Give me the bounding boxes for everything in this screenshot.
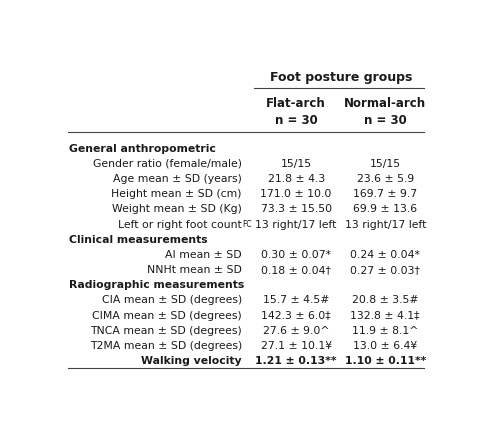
- Text: 1.10 ± 0.11**: 1.10 ± 0.11**: [345, 356, 426, 366]
- Text: 20.8 ± 3.5#: 20.8 ± 3.5#: [352, 296, 419, 306]
- Text: Walking velocity: Walking velocity: [141, 356, 242, 366]
- Text: T2MA mean ± SD (degrees): T2MA mean ± SD (degrees): [89, 341, 242, 351]
- Text: Normal-arch: Normal-arch: [344, 97, 426, 110]
- Text: 171.0 ± 10.0: 171.0 ± 10.0: [261, 189, 332, 199]
- Text: TNCA mean ± SD (degrees): TNCA mean ± SD (degrees): [90, 326, 242, 336]
- Text: 0.30 ± 0.07*: 0.30 ± 0.07*: [261, 250, 331, 260]
- Text: FC: FC: [243, 220, 252, 229]
- Text: 73.3 ± 15.50: 73.3 ± 15.50: [261, 204, 332, 214]
- Text: 15/15: 15/15: [281, 159, 312, 169]
- Text: Radiographic measurements: Radiographic measurements: [69, 280, 244, 290]
- Text: 27.1 ± 10.1¥: 27.1 ± 10.1¥: [261, 341, 332, 351]
- Text: 21.8 ± 4.3: 21.8 ± 4.3: [268, 174, 325, 184]
- Text: NNHt mean ± SD: NNHt mean ± SD: [147, 265, 242, 275]
- Text: AI mean ± SD: AI mean ± SD: [165, 250, 242, 260]
- Text: CIMA mean ± SD (degrees): CIMA mean ± SD (degrees): [92, 311, 242, 321]
- Text: n = 30: n = 30: [364, 114, 407, 127]
- Text: 13.0 ± 6.4¥: 13.0 ± 6.4¥: [353, 341, 417, 351]
- Text: Clinical measurements: Clinical measurements: [69, 235, 207, 245]
- Text: Weight mean ± SD (Kg): Weight mean ± SD (Kg): [112, 204, 242, 214]
- Text: 132.8 ± 4.1‡: 132.8 ± 4.1‡: [350, 311, 420, 321]
- Text: Age mean ± SD (years): Age mean ± SD (years): [113, 174, 242, 184]
- Text: 13 right/17 left: 13 right/17 left: [255, 220, 337, 230]
- Text: 13 right/17 left: 13 right/17 left: [345, 220, 426, 230]
- Text: 169.7 ± 9.7: 169.7 ± 9.7: [353, 189, 417, 199]
- Text: Flat-arch: Flat-arch: [266, 97, 326, 110]
- Text: 11.9 ± 8.1^: 11.9 ± 8.1^: [352, 326, 418, 336]
- Text: 15.7 ± 4.5#: 15.7 ± 4.5#: [263, 296, 329, 306]
- Text: 0.24 ± 0.04*: 0.24 ± 0.04*: [350, 250, 420, 260]
- Text: 1.21 ± 0.13**: 1.21 ± 0.13**: [255, 356, 337, 366]
- Text: 142.3 ± 6.0‡: 142.3 ± 6.0‡: [261, 311, 331, 321]
- Text: 69.9 ± 13.6: 69.9 ± 13.6: [353, 204, 417, 214]
- Text: CIA mean ± SD (degrees): CIA mean ± SD (degrees): [102, 296, 242, 306]
- Text: Left or right foot count: Left or right foot count: [118, 220, 242, 230]
- Text: Gender ratio (female/male): Gender ratio (female/male): [93, 159, 242, 169]
- Text: Foot posture groups: Foot posture groups: [270, 71, 412, 84]
- Text: General anthropometric: General anthropometric: [69, 144, 216, 154]
- Text: 0.18 ± 0.04†: 0.18 ± 0.04†: [261, 265, 331, 275]
- Text: 15/15: 15/15: [369, 159, 401, 169]
- Text: 27.6 ± 9.0^: 27.6 ± 9.0^: [263, 326, 329, 336]
- Text: Height mean ± SD (cm): Height mean ± SD (cm): [111, 189, 242, 199]
- Text: 23.6 ± 5.9: 23.6 ± 5.9: [357, 174, 414, 184]
- Text: n = 30: n = 30: [275, 114, 317, 127]
- Text: 0.27 ± 0.03†: 0.27 ± 0.03†: [350, 265, 420, 275]
